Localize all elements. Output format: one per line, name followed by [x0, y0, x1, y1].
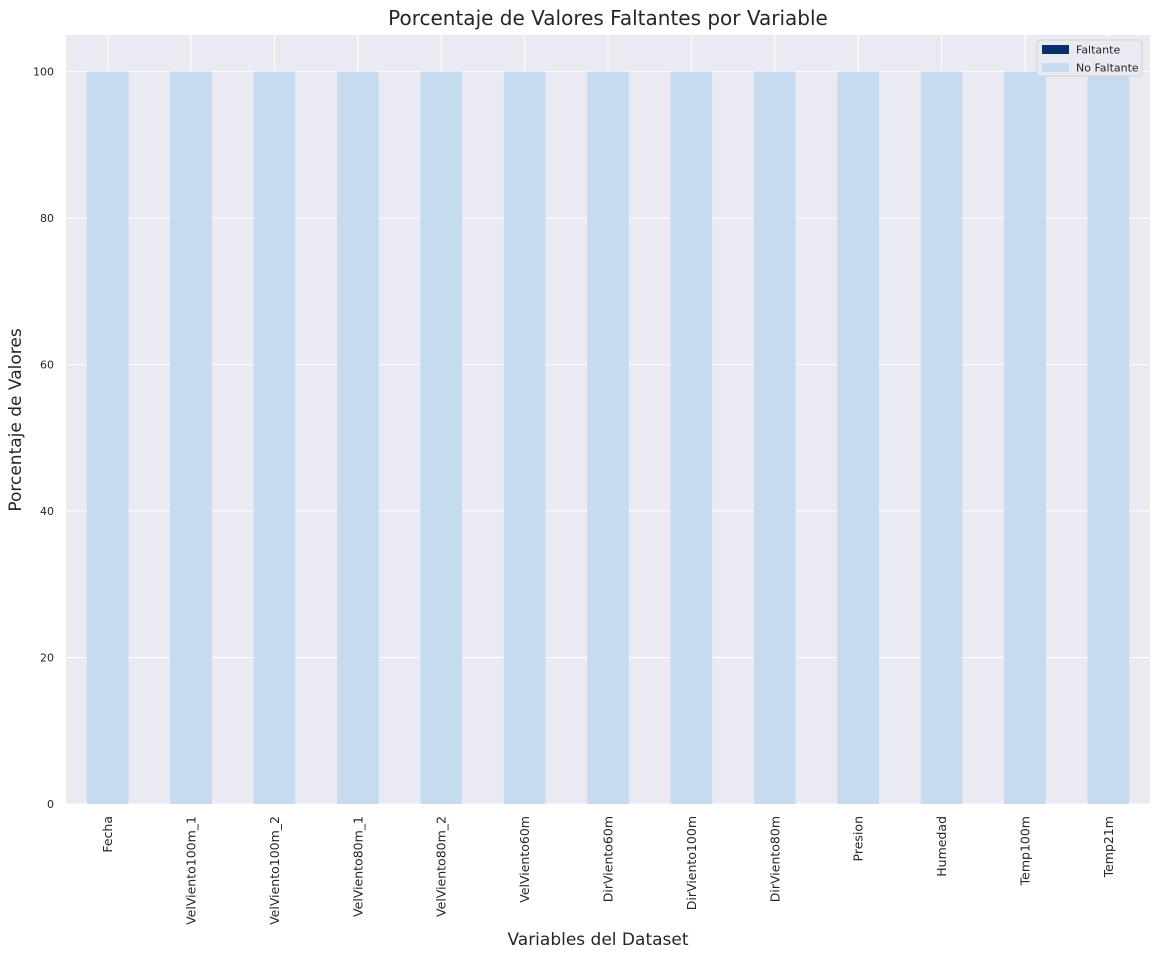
legend-swatch	[1042, 45, 1069, 54]
bar-no-faltante	[170, 71, 212, 805]
bars	[86, 71, 1130, 805]
bar-no-faltante	[1087, 71, 1130, 805]
legend: Faltante No Faltante	[1036, 39, 1143, 77]
y-axis-label: Porcentaje de Valores	[6, 328, 26, 511]
bar-no-faltante	[253, 71, 296, 805]
bar-no-faltante	[86, 71, 129, 805]
x-tick-label: VelViento100m_1	[184, 816, 199, 925]
x-tick-label: VelViento60m	[517, 816, 532, 903]
x-tick-label: Temp100m	[1017, 816, 1032, 886]
bar-no-faltante	[1004, 71, 1046, 805]
x-tick-label: Fecha	[100, 816, 115, 853]
legend-label: Faltante	[1076, 44, 1120, 57]
x-tick-label: Temp21m	[1101, 816, 1116, 878]
bar-no-faltante	[503, 71, 546, 805]
x-tick-label: VelViento80m_1	[350, 816, 365, 917]
y-tick-label: 40	[40, 505, 54, 518]
y-tick-label: 80	[40, 212, 54, 225]
x-tick-label: Humedad	[934, 816, 949, 877]
y-tick-label: 0	[47, 798, 54, 811]
x-axis-label: Variables del Dataset	[507, 930, 688, 950]
x-axis-ticks: Fecha VelViento100m_1 VelViento100m_2 VelVi…	[100, 816, 1116, 925]
y-tick-label: 60	[40, 359, 54, 372]
bar-no-faltante	[670, 71, 713, 805]
y-tick-label: 20	[40, 652, 54, 665]
y-axis-ticks: 0 20 40 60 80 100	[33, 66, 54, 811]
chart-title: Porcentaje de Valores Faltantes por Vari…	[388, 6, 828, 30]
x-tick-label: VelViento80m_2	[434, 816, 449, 917]
bar-no-faltante	[753, 71, 796, 805]
bar-no-faltante	[920, 71, 963, 805]
bar-no-faltante	[587, 71, 629, 805]
y-tick-label: 100	[33, 66, 54, 79]
x-tick-label: DirViento100m	[684, 816, 699, 910]
x-tick-label: VelViento100m_2	[267, 816, 282, 925]
bar-no-faltante	[420, 71, 463, 805]
x-tick-label: DirViento60m	[601, 816, 616, 902]
x-tick-label: DirViento80m	[767, 816, 782, 902]
legend-swatch	[1042, 63, 1069, 72]
x-tick-label: Presion	[851, 816, 866, 861]
bar-no-faltante	[837, 71, 879, 805]
bar-no-faltante	[337, 71, 379, 805]
legend-label: No Faltante	[1076, 62, 1139, 75]
